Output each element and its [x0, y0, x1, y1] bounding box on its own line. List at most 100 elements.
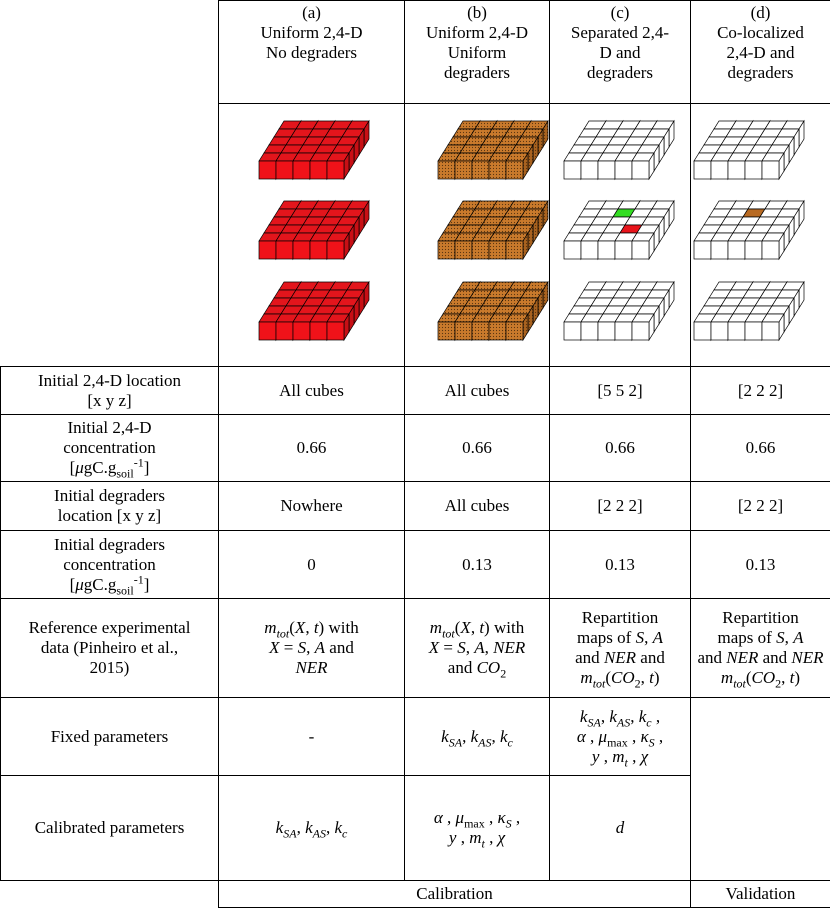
text-line: location [x y z] [57, 506, 162, 525]
cell: 0.66 [549, 414, 691, 482]
cube-front [437, 321, 456, 341]
text-piece: A [314, 638, 326, 657]
column-letter: (c) [610, 3, 630, 22]
text-piece: , [627, 726, 641, 746]
text-line: 0.66 [296, 438, 327, 457]
text-line: 0.13 [745, 554, 776, 574]
text-piece: , [456, 828, 470, 847]
cell: kSA, kAS, kc [404, 697, 550, 776]
cell: - [218, 697, 405, 776]
cube-front [761, 160, 780, 180]
text-line: [2 2 2] [737, 380, 784, 400]
text-piece: AS [478, 734, 492, 749]
text-line: [μgC.gsoil-1] [4, 455, 215, 479]
cube-front [614, 240, 633, 260]
text-piece: , [462, 726, 471, 746]
text-piece: k [305, 818, 313, 837]
text-piece: , [306, 638, 315, 657]
text-line: [x y z] [87, 390, 132, 410]
cell: [2 2 2] [690, 366, 830, 415]
text-piece: t [649, 668, 654, 687]
text-piece: SA [448, 734, 463, 749]
text-line: All cubes [444, 380, 510, 400]
header-cell: (a) Uniform 2,4-D No degraders [218, 0, 405, 104]
text-line: y , mt , χ [553, 746, 687, 768]
text-piece: ) [794, 668, 801, 687]
text-piece: , [484, 828, 498, 847]
cube-front [744, 240, 763, 260]
cell: Nowhere [218, 481, 405, 531]
cube-front [710, 160, 729, 180]
cube-front [710, 321, 729, 341]
cube-front [614, 160, 633, 180]
text-line: 0.66 [462, 438, 492, 457]
cube-front [631, 240, 650, 260]
text-line: Fixed parameters [50, 726, 169, 746]
text-piece: ( [745, 668, 752, 687]
text-piece: X [460, 618, 471, 637]
row-label: Initial 2,4-D location [x y z] [0, 366, 219, 415]
cube-front [563, 240, 582, 260]
cell: 0.13 [690, 530, 830, 599]
table-row: Initial degraders concentration [μgC.gsoil… [0, 530, 830, 599]
text-line: kSA, kAS, kc [408, 726, 546, 749]
text-piece: X [269, 638, 280, 657]
table-row: Reference experimental data (Pinheiro et … [0, 598, 830, 698]
text-line: All cubes [279, 380, 344, 400]
cube-front [693, 160, 712, 180]
cube-front [309, 240, 328, 260]
text-piece: tot [733, 676, 746, 691]
text-line: maps of S, A [553, 628, 687, 648]
text-piece: S [457, 638, 466, 657]
text-line: and NER and [553, 648, 687, 668]
text-piece: χ [497, 828, 506, 847]
text-line: Calibrated parameters [34, 818, 185, 837]
text-piece: α [576, 726, 586, 746]
text-piece: A [793, 628, 804, 647]
text-piece: [ [69, 574, 76, 594]
text-line: 0.66 [605, 438, 635, 457]
text-piece: , [599, 746, 613, 766]
cube-front [693, 321, 712, 341]
text-piece: m [580, 668, 593, 687]
cube-layer [693, 199, 805, 261]
cube-front [292, 160, 311, 180]
cube-front [258, 321, 277, 341]
text-piece: t [789, 668, 795, 687]
text-piece: tot [592, 676, 606, 691]
text-piece: maps of [717, 628, 777, 647]
text-piece: [ [69, 458, 76, 477]
text-line: degraders [586, 63, 654, 82]
cell: α , μmax , κS ,y , mt , χ [404, 775, 550, 881]
text-piece: κ [497, 808, 506, 827]
cell: kSA, kAS, kc [218, 775, 405, 881]
cube-front [580, 321, 599, 341]
cell: All cubes [404, 366, 550, 415]
cell: All cubes [404, 481, 550, 531]
text-piece: , [627, 746, 641, 766]
column-letter: (b) [467, 3, 487, 22]
text-line: mtot(X, t) with [222, 618, 401, 639]
text-piece: , [442, 808, 456, 827]
text-piece: k [609, 706, 617, 726]
text-piece: -1 [133, 455, 144, 470]
text-piece: m [429, 618, 443, 637]
text-line: kSA, kAS, kc [222, 818, 401, 839]
text-piece: S [635, 628, 645, 647]
text-piece: t [479, 618, 485, 637]
text-line: Nowhere [280, 496, 343, 515]
text-line: Initial 2,4-D location [37, 370, 182, 390]
cube-front [275, 160, 294, 180]
cell: 0 [218, 530, 405, 599]
text-piece: NER [295, 658, 328, 677]
text-piece: and [575, 648, 604, 667]
cube-front [292, 321, 311, 341]
cell: kSA, kAS, kc ,α , μmax , κS ,y , mt , χ [549, 697, 691, 776]
text-piece: soil [116, 582, 134, 597]
image-cell [690, 103, 830, 367]
text-piece: ) [484, 618, 490, 637]
text-piece: y [448, 828, 457, 847]
footer-cell: Calibration [218, 880, 691, 908]
cube-front [761, 321, 780, 341]
